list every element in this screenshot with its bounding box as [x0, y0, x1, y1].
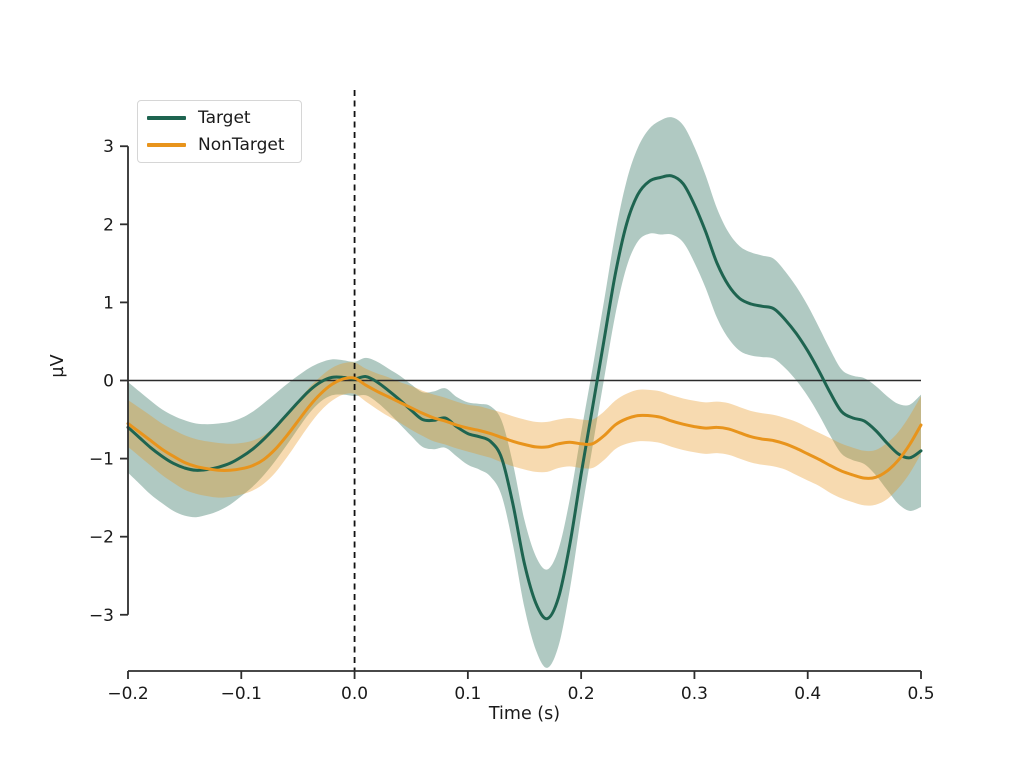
nontarget-confidence-band	[128, 362, 921, 506]
y-tick-label: −2	[89, 528, 114, 548]
legend: Target NonTarget	[137, 100, 302, 163]
x-tick-label: −0.1	[221, 684, 262, 704]
y-tick-label: −3	[89, 606, 114, 626]
y-tick-label: 0	[103, 372, 114, 392]
x-tick-label: 0.0	[341, 684, 368, 704]
x-tick-label: 0.5	[907, 684, 934, 704]
x-tick-label: 0.2	[568, 684, 595, 704]
nontarget-line-swatch	[147, 143, 186, 147]
target-line-swatch	[147, 116, 186, 120]
x-tick-label: −0.2	[107, 684, 148, 704]
target-waveform-line	[126, 174, 923, 621]
legend-item-target: Target	[147, 107, 285, 129]
x-axis-label: Time (s)	[488, 704, 561, 724]
y-tick-label: 2	[103, 215, 114, 235]
legend-label-target: Target	[198, 107, 251, 128]
y-axis-label: µV	[48, 354, 68, 378]
x-tick-label: 0.4	[794, 684, 821, 704]
y-tick-label: 3	[103, 137, 114, 157]
target-confidence-band	[128, 117, 921, 668]
y-tick-label: −1	[89, 450, 114, 470]
legend-label-nontarget: NonTarget	[198, 134, 285, 155]
x-tick-label: 0.3	[681, 684, 708, 704]
y-tick-label: 1	[103, 293, 114, 313]
legend-item-nontarget: NonTarget	[147, 134, 285, 156]
x-tick-label: 0.1	[454, 684, 481, 704]
nontarget-waveform-line	[126, 376, 923, 480]
